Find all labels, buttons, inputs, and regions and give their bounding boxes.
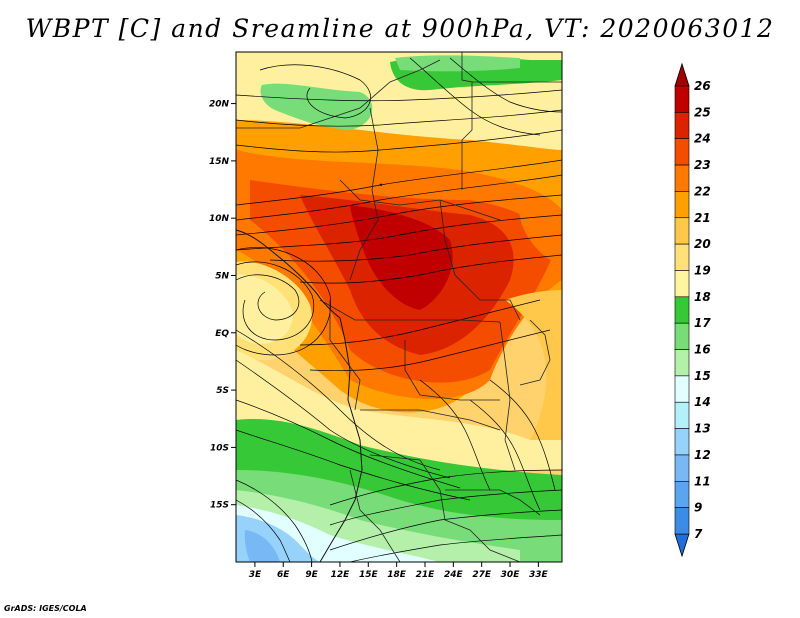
streamline: [236, 499, 291, 562]
colorbar-max-triangle: [674, 62, 690, 87]
colorbar-swatch: [674, 480, 690, 508]
streamline: [236, 194, 562, 236]
colorbar-label: 12: [694, 448, 711, 462]
streamline: [236, 89, 562, 102]
colorbar-swatch: [674, 401, 690, 429]
colorbar-swatch: [674, 296, 690, 324]
streamline: [329, 509, 562, 551]
streamline: [329, 489, 562, 526]
colorbar-label: 11: [694, 474, 711, 488]
streamline: [449, 57, 562, 113]
streamline: [236, 359, 451, 479]
colorbar-swatch: [674, 507, 690, 535]
x-tick-label: 27E: [472, 570, 492, 580]
y-tick-label: 15S: [210, 501, 229, 511]
wbpt-field: [236, 52, 562, 562]
colorbar-label: 13: [694, 422, 711, 436]
country-borders: [236, 52, 562, 562]
colorbar-label: 16: [694, 343, 711, 357]
streamline: [259, 64, 371, 119]
streamline: [469, 399, 541, 511]
y-tick-label: 10S: [210, 443, 229, 453]
streamline: [236, 247, 331, 356]
colorbar-swatch: [674, 322, 690, 350]
y-axis: 20N 15N 10N 5N EQ 5S 10S 15S: [209, 100, 236, 511]
colorbar-min-triangle: [674, 533, 690, 558]
colorbar-label: 26: [694, 79, 711, 93]
streamline: [299, 254, 562, 284]
colorbar-swatch: [674, 270, 690, 298]
streamline: [419, 379, 491, 491]
streamline: [236, 274, 300, 321]
y-tick-label: 15N: [209, 157, 230, 167]
colorbar-label: 18: [694, 290, 711, 304]
streamline: [236, 174, 562, 221]
x-tick-label: 30E: [501, 570, 521, 580]
y-tick-label: EQ: [215, 329, 229, 339]
colorbar-label: 21: [694, 211, 711, 225]
colorbar-label: 25: [694, 105, 711, 119]
streamline: [236, 109, 562, 127]
colorbar-swatch: [674, 112, 690, 140]
colorbar-label: 14: [694, 395, 711, 409]
streamline: [236, 479, 313, 562]
colorbar-label: 7: [694, 527, 703, 541]
credit-label: GrADS: IGES/COLA: [4, 604, 87, 613]
streamline: [236, 399, 461, 489]
x-tick-label: 3E: [249, 570, 262, 580]
x-tick-label: 9E: [305, 570, 318, 580]
streamline: [349, 534, 562, 562]
x-axis: 3E 6E 9E 12E 15E 18E 21E 24E 27E 30E 33E: [249, 562, 549, 580]
streamline: [236, 214, 562, 251]
colorbar-swatch: [674, 243, 690, 271]
map-title: WBPT [C] and Sreamline at 900hPa, VT: 20…: [25, 14, 775, 43]
colorbar: 26 25 24 23 22 21 20 19 18 17 16 15 14 13 12 11 9 7: [674, 62, 711, 558]
x-tick-label: 6E: [277, 570, 290, 580]
colorbar-label: 17: [694, 316, 711, 330]
colorbar-swatch: [674, 164, 690, 192]
x-tick-label: 21E: [416, 570, 436, 580]
colorbar-label: 19: [694, 263, 711, 277]
streamline: [236, 329, 441, 471]
x-tick-label: 18E: [387, 570, 407, 580]
colorbar-swatch: [674, 375, 690, 403]
streamline: [236, 159, 562, 206]
colorbar-label: 24: [694, 132, 711, 146]
streamline: [236, 129, 562, 153]
y-tick-label: 20N: [209, 100, 230, 110]
x-tick-label: 15E: [359, 570, 379, 580]
y-tick-label: 5S: [216, 386, 229, 396]
colorbar-label: 9: [694, 501, 702, 515]
colorbar-label: 22: [694, 184, 711, 198]
streamline: [236, 429, 471, 501]
colorbar-swatch: [674, 428, 690, 456]
streamline: [309, 329, 551, 372]
map-frame: [235, 51, 563, 563]
colorbar-swatch: [674, 191, 690, 219]
colorbar-swatch: [674, 138, 690, 166]
y-tick-label: 10N: [209, 214, 230, 224]
x-tick-label: 12E: [331, 570, 351, 580]
streamline: [236, 261, 315, 341]
streamlines: [236, 57, 562, 562]
colorbar-swatch: [674, 217, 690, 245]
colorbar-label: 20: [694, 237, 711, 251]
colorbar-swatch: [674, 85, 690, 113]
colorbar-label: 15: [694, 369, 711, 383]
streamline: [299, 299, 541, 346]
streamline: [269, 234, 562, 262]
x-tick-label: 24E: [444, 570, 464, 580]
streamline: [329, 469, 562, 506]
colorbar-swatch: [674, 454, 690, 482]
streamline: [489, 379, 556, 491]
y-tick-label: 5N: [215, 271, 229, 281]
x-tick-label: 33E: [529, 570, 549, 580]
colorbar-swatch: [674, 349, 690, 377]
coastline: [236, 229, 363, 562]
colorbar-label: 23: [694, 158, 711, 172]
streamline: [409, 57, 541, 136]
